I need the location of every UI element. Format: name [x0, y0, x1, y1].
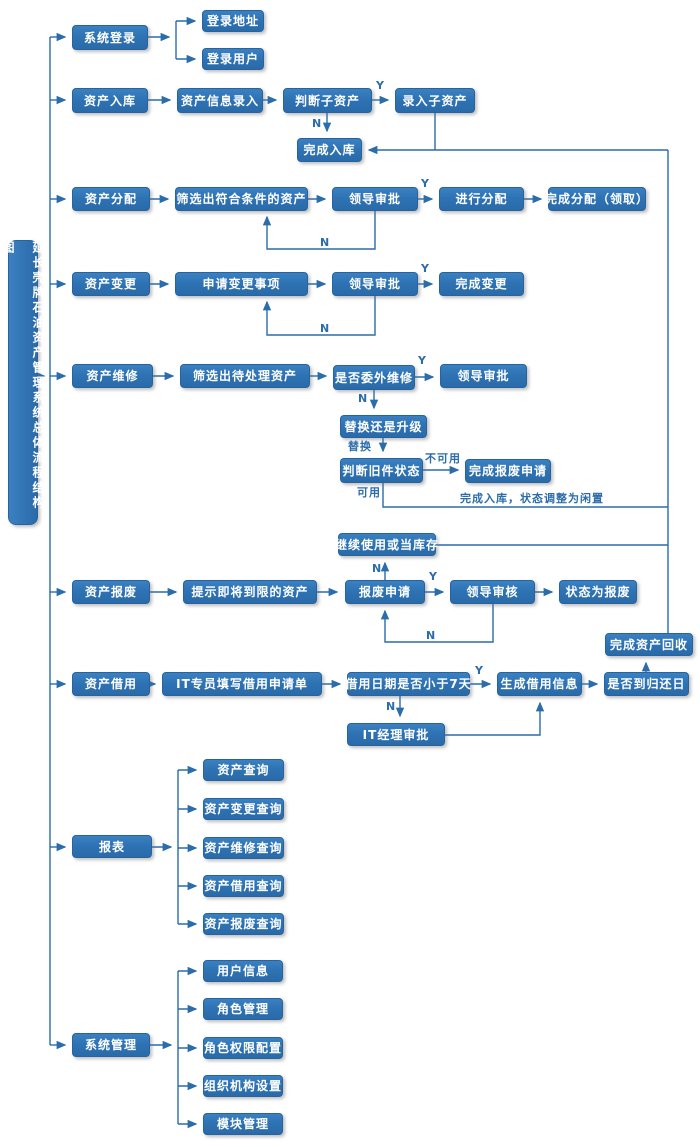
node-scrap-apply: 报废申请 [345, 580, 425, 604]
node-asset-inbound: 资产入库 [72, 88, 148, 113]
node-leader-review: 领导审核 [450, 580, 535, 604]
node-report-item-scrap-query: 资产报废查询 [203, 913, 284, 935]
node-system-item-role-mgmt: 角色管理 [203, 998, 283, 1020]
node-system-item-user-info: 用户信息 [203, 960, 283, 982]
diagram-title: 延长壳牌石油资产管理系统总体流程结构图 [1, 240, 45, 525]
node-system-management: 系统管理 [72, 1033, 150, 1057]
node-report-item-repair-query: 资产维修查询 [203, 837, 284, 859]
node-outsource-repair-decision: 是否委外维修 [333, 365, 415, 390]
edge-label-yes: Y [429, 570, 438, 583]
node-allocation-done: 完成分配（领取） [545, 187, 648, 211]
node-system-login: 系统登录 [72, 25, 148, 50]
node-asset-scrap: 资产报废 [72, 580, 150, 604]
node-report-item-change-query: 资产变更查询 [203, 798, 284, 820]
node-borrow-within-7-days: 借用日期是否小于7天 [345, 672, 471, 696]
edge-label-not-usable: 不可用 [425, 452, 461, 465]
edge-label-yes: Y [421, 177, 430, 190]
node-login-address: 登录地址 [202, 10, 264, 32]
node-system-item-role-perm: 角色权限配置 [203, 1037, 283, 1059]
node-it-manager-approval: IT经理审批 [347, 723, 445, 746]
edge-label-yes: Y [421, 262, 430, 275]
node-asset-allocation: 资产分配 [72, 187, 150, 211]
edge-label-no: N [320, 322, 331, 335]
node-do-allocation: 进行分配 [439, 187, 524, 211]
node-status-scrapped: 状态为报废 [559, 580, 637, 604]
node-reports: 报表 [72, 835, 152, 858]
edge-label-no: N [372, 562, 383, 575]
node-scrap-apply-done: 完成报废申请 [465, 459, 551, 483]
node-inbound-done: 完成入库 [297, 138, 362, 162]
node-replace-or-upgrade: 替换还是升级 [340, 415, 427, 438]
node-generate-borrow-info: 生成借用信息 [497, 672, 582, 696]
node-report-item-borrow-query: 资产借用查询 [203, 875, 284, 897]
node-filter-qualified-assets: 筛选出符合条件的资产 [175, 187, 308, 211]
edge-label-usable: 可用 [357, 486, 381, 499]
node-change-done: 完成变更 [439, 272, 524, 296]
edge-label-yes: Y [475, 664, 484, 677]
node-asset-info-entry: 资产信息录入 [177, 88, 263, 113]
node-asset-recycle-done: 完成资产回收 [605, 633, 693, 656]
node-report-item-asset-query: 资产查询 [203, 759, 284, 781]
node-it-fill-borrow-form: IT专员填写借用申请单 [162, 672, 322, 696]
node-leader-approval-change: 领导审批 [332, 272, 418, 296]
node-filter-pending-assets: 筛选出待处理资产 [180, 364, 310, 388]
node-judge-sub-asset: 判断子资产 [283, 88, 372, 113]
node-apply-change: 申请变更事项 [175, 272, 308, 296]
node-login-user: 登录用户 [202, 48, 264, 70]
edge-label-no: N [426, 629, 437, 642]
edge-label-no: N [386, 700, 397, 713]
node-leader-approval-allocation: 领导审批 [332, 187, 418, 211]
node-return-due-decision: 是否到归还日 [604, 672, 689, 696]
node-asset-borrow: 资产借用 [72, 672, 150, 696]
edge-label-no: N [320, 236, 331, 249]
edge-label-stock-note: 完成入库，状态调整为闲置 [460, 492, 604, 505]
node-enter-sub-asset: 录入子资产 [395, 88, 475, 113]
edge-label-replace: 替换 [348, 440, 372, 453]
node-system-item-org-setup: 组织机构设置 [203, 1075, 283, 1097]
node-judge-old-part-status: 判断旧件状态 [340, 458, 423, 483]
node-leader-approval-repair: 领导审批 [440, 364, 527, 388]
edge-label-no: N [358, 392, 369, 405]
node-system-item-module-mgmt: 模块管理 [203, 1113, 283, 1135]
node-continue-use-or-stock: 继续使用或当库存 [335, 533, 438, 556]
node-asset-repair: 资产维修 [72, 364, 153, 388]
edge-label-yes: Y [376, 79, 385, 92]
edge-label-yes: Y [418, 354, 427, 367]
edge-label-no: N [312, 117, 323, 130]
node-notify-expiring-assets: 提示即将到限的资产 [183, 580, 317, 604]
node-asset-change: 资产变更 [72, 272, 150, 296]
